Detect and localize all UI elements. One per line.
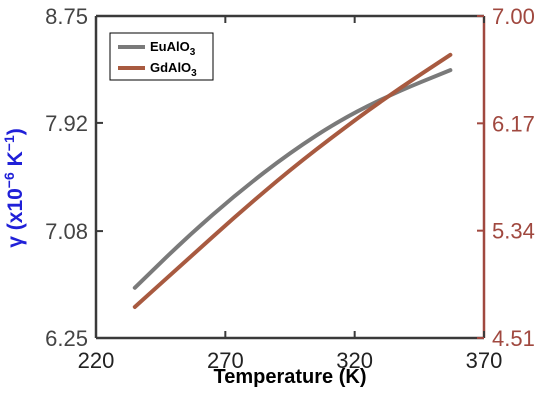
axes-layer	[94, 14, 486, 340]
legend: EuAlO3 GdAlO3	[109, 32, 214, 81]
x-axis-title: Temperature (K)	[214, 366, 367, 388]
y-right-tick-label: 6.17	[492, 111, 535, 136]
y-right-tick-label: 5.34	[492, 219, 535, 244]
y-right-tick-label: 7.00	[492, 4, 535, 29]
ticks-layer: 220 270 320 370 6.25 7.08 7.92 8.75 4.51 5.34 6.17…	[45, 4, 535, 373]
y-left-tick-label: 7.92	[45, 111, 88, 136]
series-line-eualo3	[132, 68, 453, 290]
x-tick-label: 370	[466, 348, 503, 373]
y-left-tick-label: 7.08	[45, 219, 88, 244]
series-layer	[132, 52, 453, 309]
legend-label-euaio3: EuAlO3	[150, 39, 196, 58]
series-line-gdalo3	[132, 52, 453, 309]
legend-label-gdalo3: GdAlO3	[150, 60, 197, 79]
x-tick-label: 320	[336, 348, 373, 373]
x-tick-label: 220	[78, 348, 115, 373]
y-right-tick-label: 4.51	[492, 326, 535, 351]
x-tick-label: 270	[207, 348, 244, 373]
legend-box	[109, 32, 214, 81]
y-axis-title-left: γ (x10−6 K−1)	[1, 128, 27, 247]
y-left-tick-label: 8.75	[45, 4, 88, 29]
y-left-tick-label: 6.25	[45, 326, 88, 351]
